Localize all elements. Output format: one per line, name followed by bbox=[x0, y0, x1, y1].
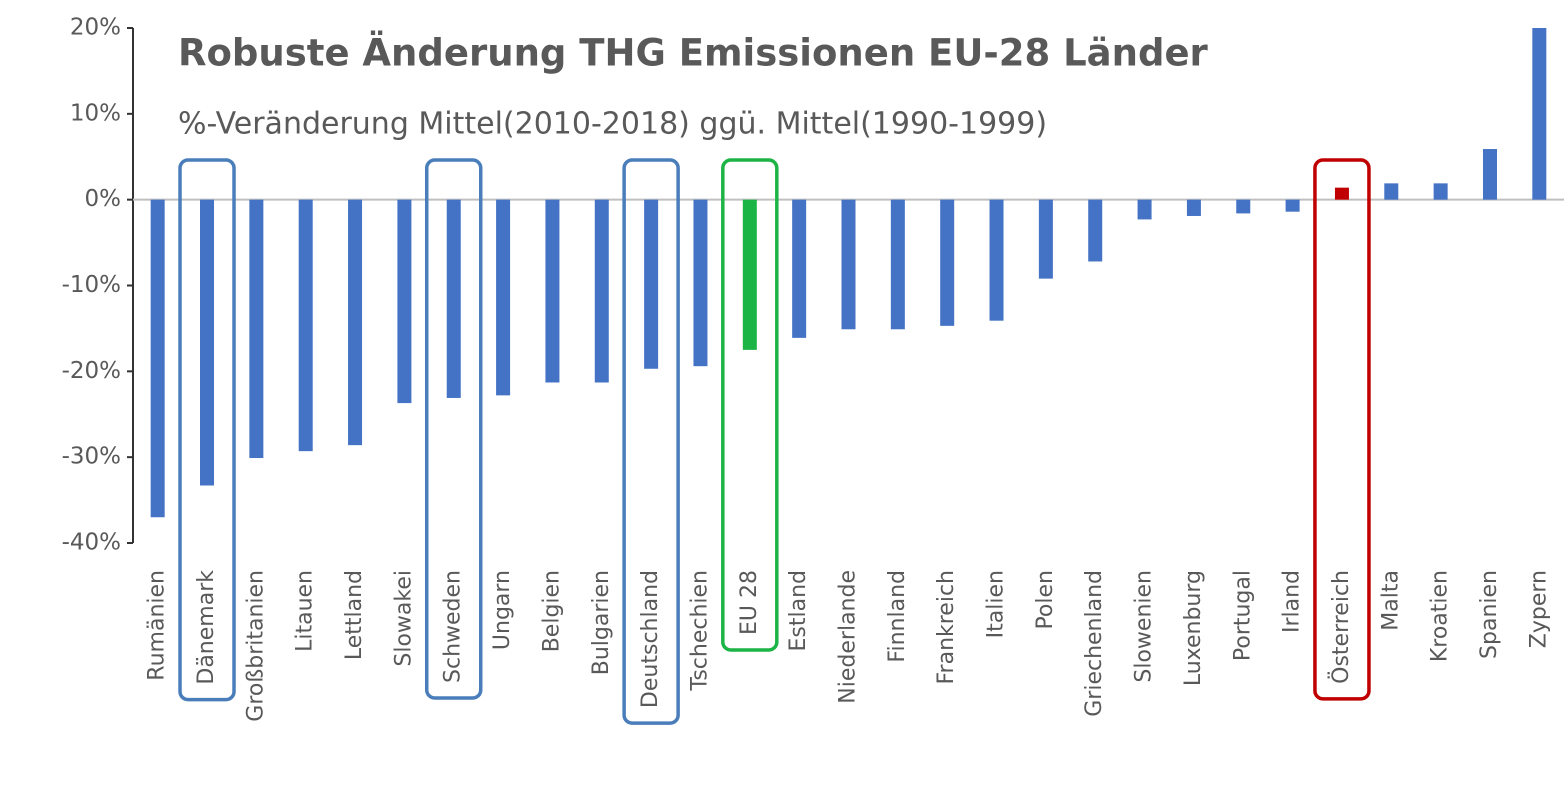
bar bbox=[545, 199, 560, 383]
x-tick-label: Lettland bbox=[342, 570, 367, 660]
y-tick-label: -30% bbox=[62, 444, 121, 470]
x-tick-label: Niederlande bbox=[836, 570, 861, 704]
x-tick-label: Litauen bbox=[293, 570, 318, 652]
x-tick-label: Bulgarien bbox=[589, 570, 614, 675]
bar bbox=[1482, 149, 1497, 200]
y-tick-label: -40% bbox=[62, 530, 121, 556]
x-tick-label: Rumänien bbox=[145, 570, 170, 681]
x-tick-label: Deutschland bbox=[638, 570, 663, 708]
bar bbox=[446, 199, 461, 398]
y-tick-label: -10% bbox=[62, 272, 121, 298]
bar bbox=[594, 199, 609, 383]
x-tick-label: Kroatien bbox=[1428, 570, 1453, 662]
bar bbox=[1433, 183, 1448, 200]
bar bbox=[1038, 199, 1053, 279]
bar bbox=[644, 199, 659, 369]
x-tick-label: Irland bbox=[1280, 570, 1305, 633]
highlight-box bbox=[721, 158, 779, 652]
x-tick-label: Italien bbox=[984, 570, 1009, 638]
x-tick-label: Finnland bbox=[885, 570, 910, 663]
bar bbox=[1384, 183, 1399, 200]
bar bbox=[1532, 28, 1547, 200]
x-tick-label: Slowakei bbox=[391, 570, 416, 667]
x-tick-label: Frankreich bbox=[934, 570, 959, 685]
bar bbox=[1285, 199, 1300, 212]
y-tick-label: -20% bbox=[62, 358, 121, 384]
x-tick-label: Polen bbox=[1033, 570, 1058, 630]
highlight-box bbox=[622, 158, 680, 725]
bar bbox=[742, 199, 757, 350]
x-tick-label: Österreich bbox=[1328, 570, 1354, 684]
x-tick-label: Portugal bbox=[1230, 570, 1255, 661]
bar bbox=[792, 199, 807, 338]
bar bbox=[693, 199, 708, 367]
chart-subtitle: %-Veränderung Mittel(2010-2018) ggü. Mit… bbox=[178, 107, 1047, 142]
x-tick-label: Zypern bbox=[1526, 570, 1551, 648]
bar bbox=[397, 199, 412, 404]
bar bbox=[940, 199, 955, 326]
bar bbox=[1088, 199, 1103, 262]
x-tick-label: Spanien bbox=[1477, 570, 1502, 659]
y-tick-label: 10% bbox=[70, 100, 121, 126]
bar bbox=[150, 199, 165, 518]
x-tick-label: EU 28 bbox=[737, 570, 762, 635]
x-tick-label: Dänemark bbox=[194, 570, 219, 685]
bar bbox=[1236, 199, 1251, 214]
bar bbox=[890, 199, 905, 330]
x-tick-label: Malta bbox=[1378, 570, 1403, 631]
x-tick-label: Slowenien bbox=[1132, 570, 1157, 683]
chart-title: Robuste Änderung THG Emissionen EU-28 Lä… bbox=[178, 31, 1209, 75]
x-tick-label: Großbritanien bbox=[243, 570, 268, 722]
highlight-box bbox=[178, 158, 236, 702]
x-tick-label: Schweden bbox=[441, 570, 466, 683]
x-tick-label: Belgien bbox=[539, 570, 564, 652]
bar bbox=[1334, 187, 1349, 200]
bar bbox=[496, 199, 511, 396]
y-tick-label: 0% bbox=[85, 186, 122, 212]
highlight-box bbox=[424, 158, 483, 700]
x-tick-label: Ungarn bbox=[490, 570, 515, 650]
bar bbox=[1186, 199, 1201, 216]
bar bbox=[249, 199, 264, 459]
bar bbox=[989, 199, 1004, 321]
bar bbox=[298, 199, 313, 452]
y-tick-label: 20% bbox=[70, 15, 121, 41]
x-tick-label: Estland bbox=[786, 570, 811, 652]
highlight-box bbox=[1313, 158, 1371, 701]
bar bbox=[1137, 199, 1152, 220]
bar bbox=[841, 199, 856, 330]
x-tick-label: Luxenburg bbox=[1181, 570, 1206, 686]
bar bbox=[200, 199, 215, 486]
x-tick-label: Griechenland bbox=[1082, 570, 1107, 717]
x-tick-label: Tschechien bbox=[687, 570, 712, 691]
bar bbox=[348, 199, 363, 446]
